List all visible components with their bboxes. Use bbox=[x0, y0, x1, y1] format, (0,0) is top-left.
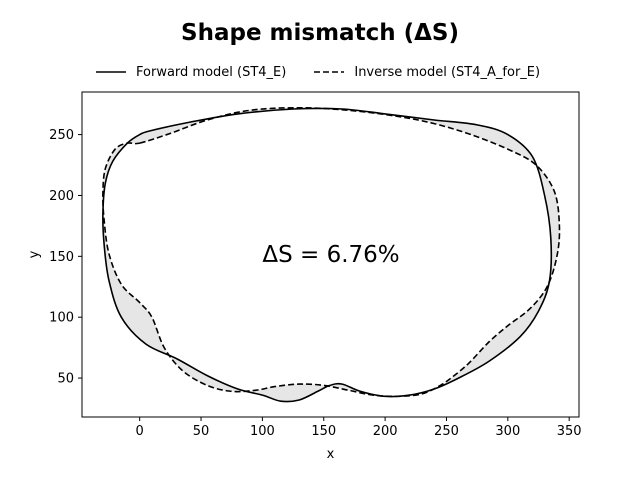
y-axis-label: y bbox=[27, 250, 42, 258]
x-axis-label: x bbox=[327, 447, 335, 462]
x-tick-label: 50 bbox=[193, 424, 210, 439]
x-tick-label: 0 bbox=[136, 424, 144, 439]
plot-frame bbox=[81, 91, 580, 418]
legend-label-inverse: Inverse model (ST4_A_for_E) bbox=[354, 64, 541, 80]
legend-swatch-solid bbox=[96, 71, 126, 73]
x-tick-label: 350 bbox=[557, 424, 582, 439]
y-tick-label: 200 bbox=[49, 189, 74, 204]
annotation-delta-s: ΔS = 6.76% bbox=[262, 242, 399, 268]
legend-label-forward: Forward model (ST4_E) bbox=[136, 64, 287, 80]
mismatch-area bbox=[102, 107, 560, 402]
x-tick-label: 200 bbox=[373, 424, 398, 439]
legend: Forward model (ST4_E) Inverse model (ST4… bbox=[96, 60, 540, 84]
legend-swatch-dashed bbox=[314, 71, 345, 73]
x-tick-label: 300 bbox=[495, 424, 520, 439]
chart-title: Shape mismatch (ΔS) bbox=[181, 20, 459, 46]
series-inverse-line bbox=[102, 106, 561, 398]
y-tick-label: 100 bbox=[49, 311, 74, 326]
x-tick-label: 100 bbox=[250, 424, 275, 439]
legend-item-forward: Forward model (ST4_E) bbox=[96, 65, 286, 80]
x-tick-label: 150 bbox=[311, 424, 336, 439]
legend-item-inverse: Inverse model (ST4_A_for_E) bbox=[314, 65, 540, 80]
y-tick-label: 50 bbox=[57, 372, 74, 387]
y-tick-label: 250 bbox=[49, 128, 74, 143]
x-tick-label: 250 bbox=[434, 424, 459, 439]
y-tick-label: 150 bbox=[49, 250, 74, 265]
